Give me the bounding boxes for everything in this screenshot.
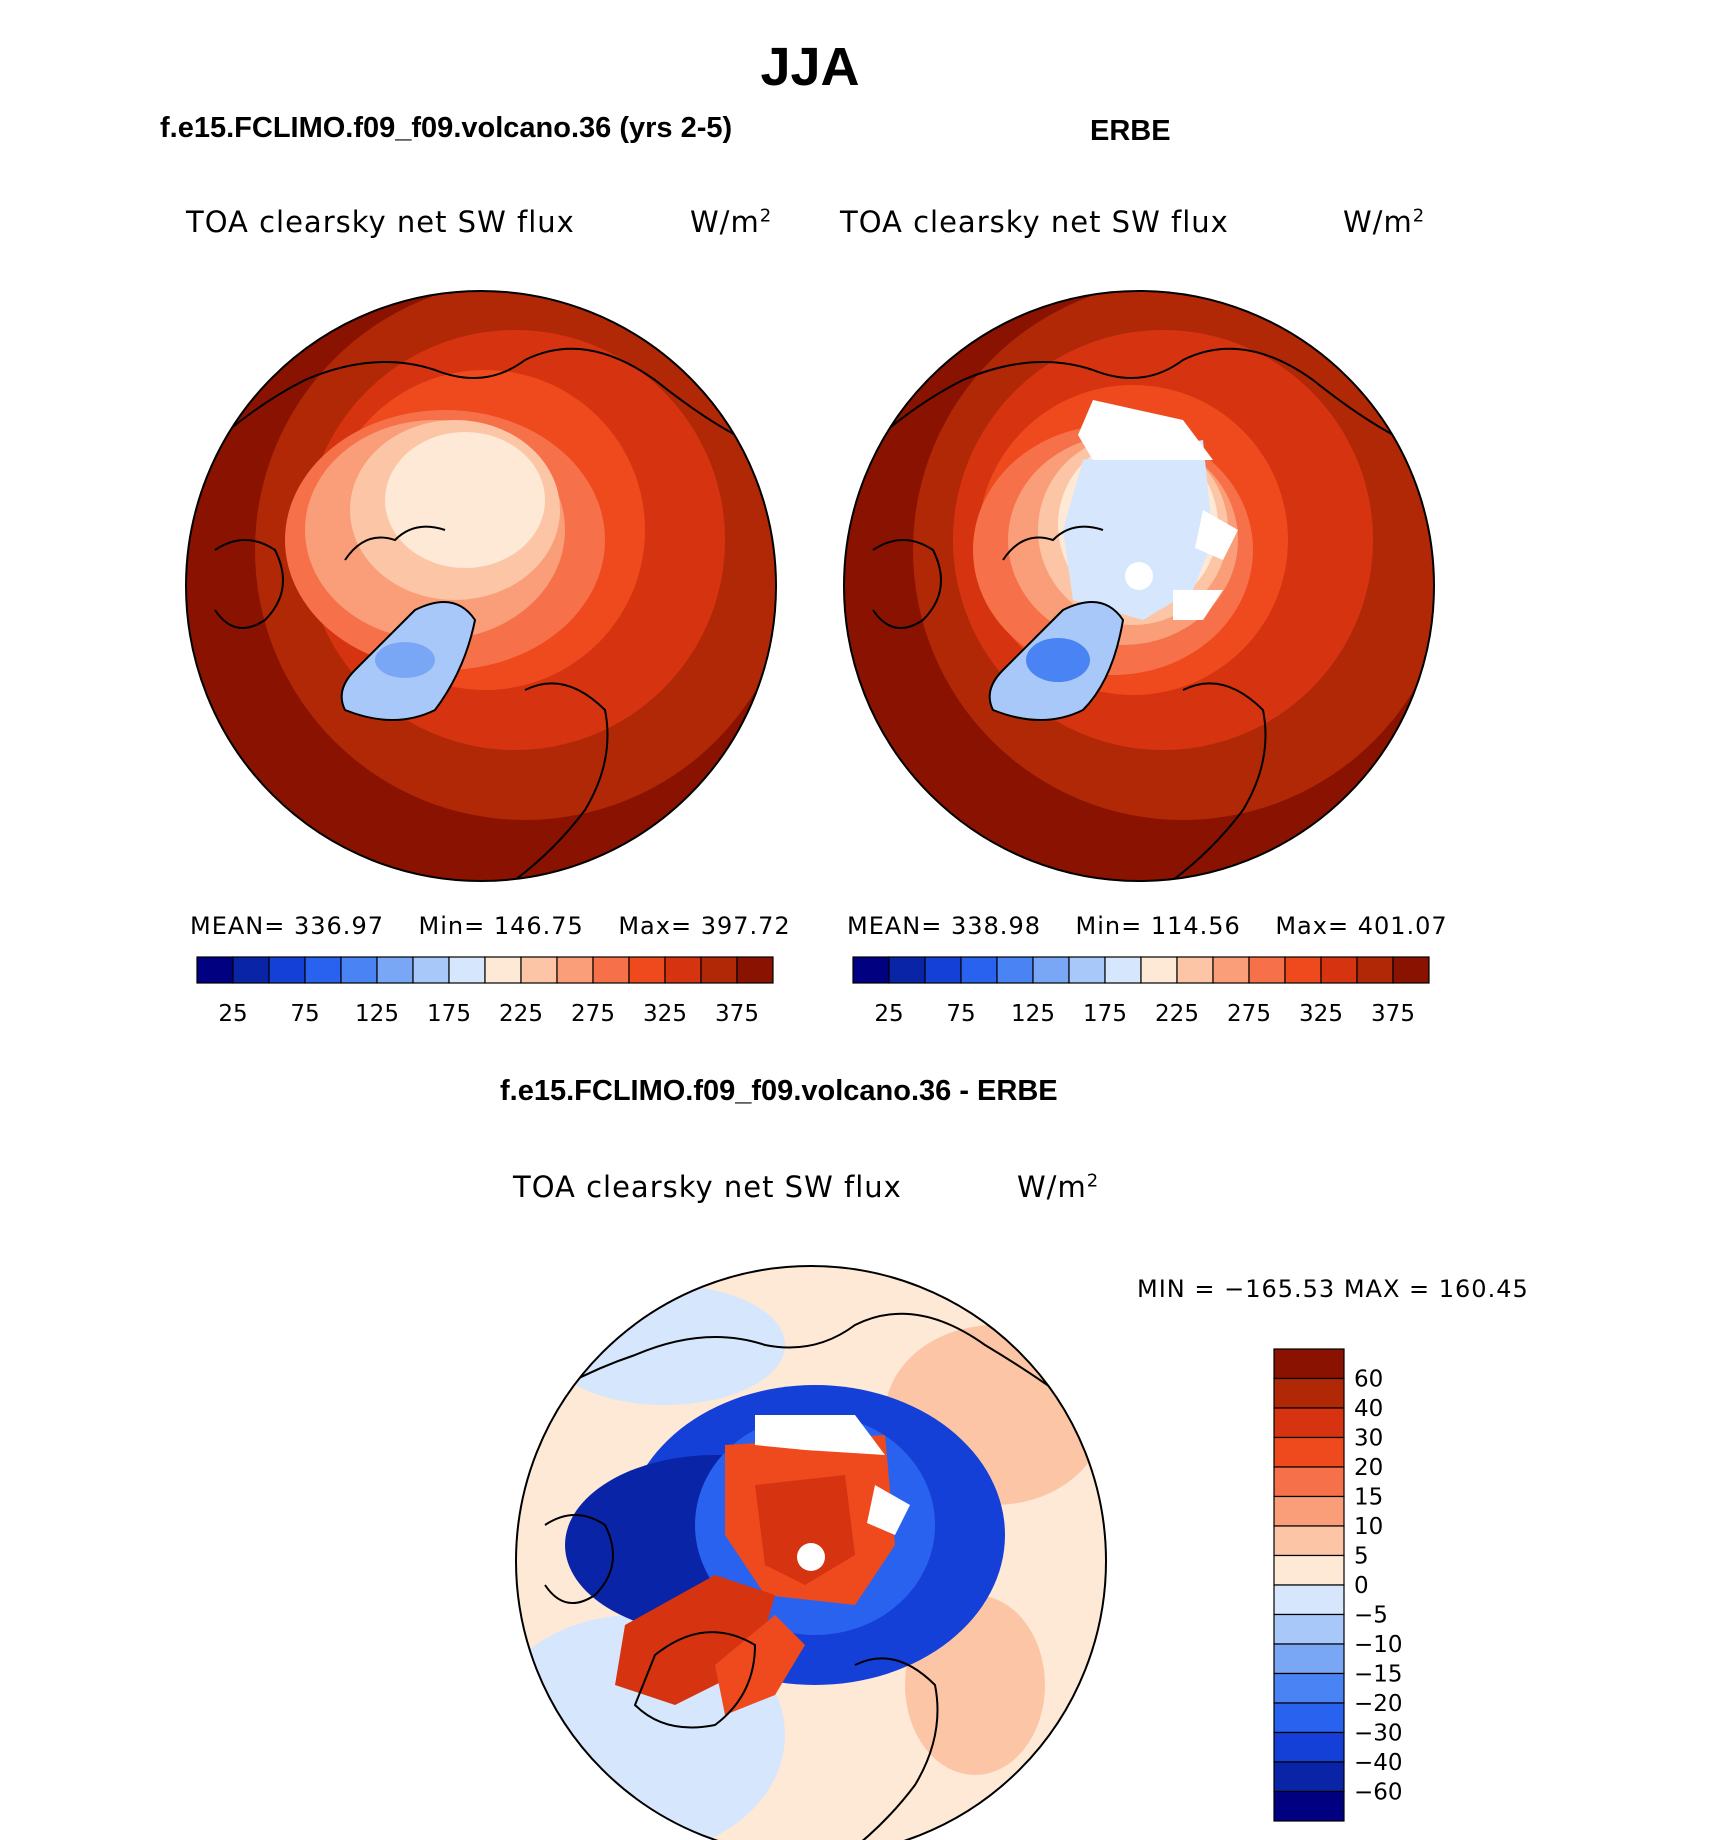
colorbar-swatch	[1273, 1790, 1345, 1822]
colorbar-tick-label: 125	[355, 1001, 399, 1027]
colorbar-tick-label: 30	[1354, 1426, 1383, 1452]
diff-panel-heading: f.e15.FCLIMO.f09_f09.volcano.36 - ERBE	[500, 1075, 1058, 1107]
colorbar-tick-label: 25	[874, 1001, 903, 1027]
colorbar-swatch	[1273, 1466, 1345, 1498]
colorbar-swatch	[232, 956, 270, 984]
colorbar-tick-label: −10	[1354, 1632, 1403, 1658]
colorbar-tick-label: 225	[499, 1001, 543, 1027]
colorbar-swatch	[628, 956, 666, 984]
colorbar-swatch	[1284, 956, 1322, 984]
colorbar-swatch	[520, 956, 558, 984]
colorbar-swatch	[1273, 1495, 1345, 1527]
colorbar-swatch	[448, 956, 486, 984]
colorbar-swatch	[1356, 956, 1394, 984]
diff-units-label: W/m2	[1017, 1170, 1100, 1204]
colorbar-swatch	[1140, 956, 1178, 984]
colorbar-tick-label: 0	[1354, 1573, 1369, 1599]
colorbar-tick-label: 10	[1354, 1514, 1383, 1540]
diff-minmax: MIN = −165.53 MAX = 160.45	[1137, 1275, 1529, 1303]
colorbar-swatch	[852, 956, 890, 984]
colorbar-swatch	[376, 956, 414, 984]
colorbar-tick-label: 25	[218, 1001, 247, 1027]
left-units-label: W/m2	[690, 205, 773, 239]
colorbar-tick-label: 175	[427, 1001, 471, 1027]
colorbar-tick-label: −5	[1354, 1603, 1388, 1629]
colorbar-swatch	[888, 956, 926, 984]
right-panel-heading: ERBE	[1090, 115, 1171, 147]
colorbar-swatch	[664, 956, 702, 984]
colorbar-tick-label: 325	[1299, 1001, 1343, 1027]
colorbar-swatch	[996, 956, 1034, 984]
colorbar-swatch	[924, 956, 962, 984]
diff-colorbar: 60 40 30 20 15 10 5 0 −5 −10 −15 −20 −30 −40 −60	[1273, 1348, 1403, 1822]
colorbar-tick-label: 375	[1371, 1001, 1415, 1027]
colorbar-tick-label: 225	[1155, 1001, 1199, 1027]
colorbar-tick-label: 20	[1354, 1455, 1383, 1481]
colorbar-tick-label: −30	[1354, 1721, 1403, 1747]
colorbar-tick-label: −60	[1354, 1780, 1403, 1806]
colorbar-swatch	[1392, 956, 1430, 984]
left-panel-heading: f.e15.FCLIMO.f09_f09.volcano.36 (yrs 2-5…	[160, 112, 733, 144]
colorbar-swatch	[1104, 956, 1142, 984]
colorbar-swatch	[340, 956, 378, 984]
colorbar-swatch	[1273, 1348, 1345, 1380]
colorbar-swatch	[960, 956, 998, 984]
colorbar-tick-label: 325	[643, 1001, 687, 1027]
colorbar-swatch	[1273, 1672, 1345, 1704]
colorbar-swatch	[1273, 1377, 1345, 1409]
diff-polar-map	[515, 1265, 1107, 1840]
colorbar-swatch	[1032, 956, 1070, 984]
colorbar-swatch	[1273, 1525, 1345, 1557]
diff-variable-label: TOA clearsky net SW flux	[513, 1170, 902, 1204]
colorbar-tick-label: 275	[571, 1001, 615, 1027]
colorbar-swatch	[412, 956, 450, 984]
colorbar-tick-label: −20	[1354, 1691, 1403, 1717]
colorbar-tick-label: 375	[715, 1001, 759, 1027]
left-polar-map	[185, 290, 777, 882]
colorbar-swatch	[1273, 1613, 1345, 1645]
colorbar-tick-label: 15	[1354, 1485, 1383, 1511]
colorbar-swatch	[1273, 1761, 1345, 1793]
colorbar-tick-label: 75	[946, 1001, 975, 1027]
colorbar-swatch	[1273, 1436, 1345, 1468]
colorbar-swatch	[1273, 1584, 1345, 1616]
colorbar-swatch	[556, 956, 594, 984]
colorbar-swatch	[1248, 956, 1286, 984]
main-title: JJA	[760, 37, 860, 97]
colorbar-swatch	[1273, 1702, 1345, 1734]
colorbar-tick-label: 275	[1227, 1001, 1271, 1027]
colorbar-swatch	[1273, 1643, 1345, 1675]
colorbar-tick-label: 40	[1354, 1396, 1383, 1422]
colorbar-tick-label: 5	[1354, 1544, 1369, 1570]
colorbar-tick-label: 175	[1083, 1001, 1127, 1027]
colorbar-swatch	[1212, 956, 1250, 984]
colorbar-tick-label: 75	[290, 1001, 319, 1027]
right-units-label: W/m2	[1343, 205, 1426, 239]
colorbar-swatch	[1273, 1731, 1345, 1763]
left-colorbar: 25 75 125 175 225 275 325 375	[196, 956, 774, 1027]
colorbar-tick-label: 60	[1354, 1367, 1383, 1393]
colorbar-swatch	[1176, 956, 1214, 984]
colorbar-tick-label: −15	[1354, 1662, 1403, 1688]
colorbar-tick-label: −40	[1354, 1750, 1403, 1776]
colorbar-swatch	[1273, 1554, 1345, 1586]
left-stats: MEAN= 336.97 Min= 146.75 Max= 397.72	[190, 912, 791, 940]
colorbar-swatch	[1320, 956, 1358, 984]
colorbar-swatch	[1068, 956, 1106, 984]
colorbar-swatch	[736, 956, 774, 984]
colorbar-swatch	[268, 956, 306, 984]
right-colorbar: 25 75 125 175 225 275 325 375	[852, 956, 1430, 1027]
left-variable-label: TOA clearsky net SW flux	[186, 205, 575, 239]
right-variable-label: TOA clearsky net SW flux	[840, 205, 1229, 239]
colorbar-swatch	[700, 956, 738, 984]
colorbar-swatch	[304, 956, 342, 984]
colorbar-swatch	[196, 956, 234, 984]
colorbar-swatch	[1273, 1407, 1345, 1439]
right-stats: MEAN= 338.98 Min= 114.56 Max= 401.07	[847, 912, 1448, 940]
right-polar-map	[843, 290, 1435, 882]
colorbar-swatch	[592, 956, 630, 984]
colorbar-swatch	[484, 956, 522, 984]
colorbar-tick-label: 125	[1011, 1001, 1055, 1027]
